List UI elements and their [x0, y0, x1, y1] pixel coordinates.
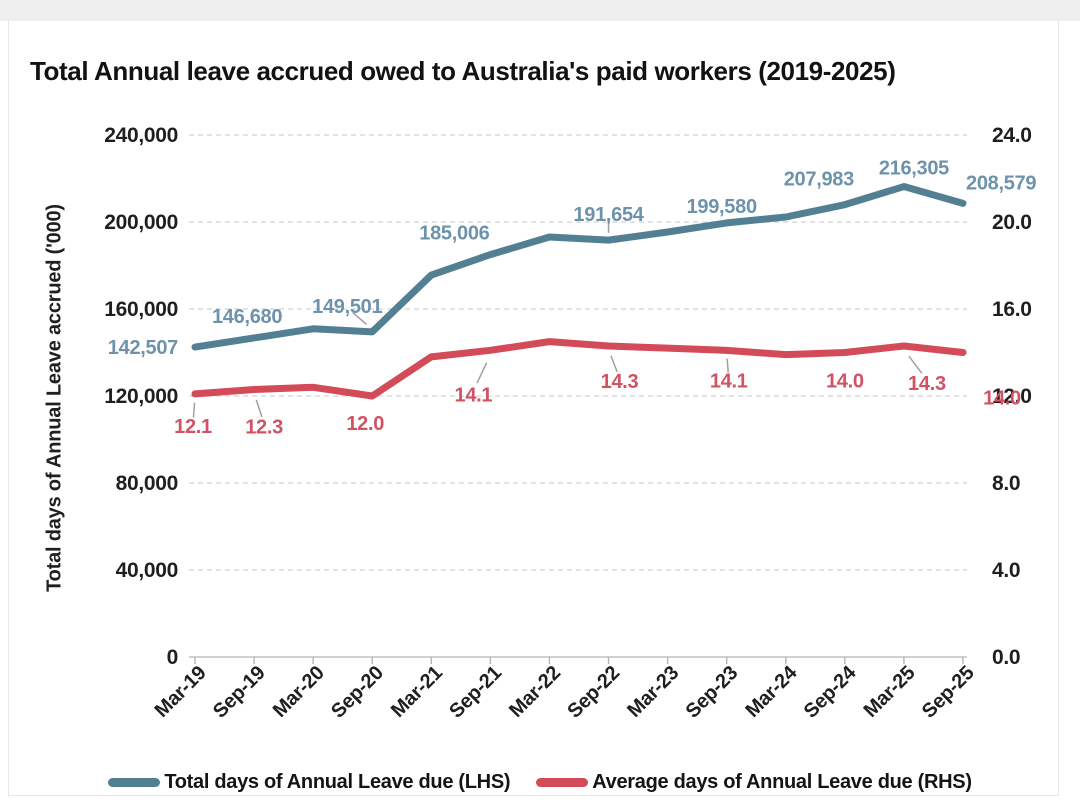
x-axis-category-label: Sep-24 [800, 661, 861, 722]
data-label-average: 14.0 [826, 371, 864, 393]
x-axis-category-label: Sep-22 [563, 662, 624, 723]
left-axis-tick-label: 200,000 [104, 211, 178, 234]
page-frame [8, 21, 1059, 796]
chart-title: Total Annual leave accrued owed to Austr… [30, 56, 896, 87]
data-label-total: 142,507 [108, 337, 178, 359]
data-label-leader [726, 358, 729, 373]
right-axis-tick-label: 16.0 [992, 298, 1032, 321]
data-label-total: 216,305 [879, 158, 949, 180]
legend-item-total-days: Total days of Annual Leave due (LHS) [108, 770, 511, 794]
right-axis-tick-label: 0.0 [992, 646, 1020, 669]
data-label-total: 149,501 [312, 296, 382, 318]
x-axis-category-label: Mar-21 [387, 662, 447, 722]
left-axis-tick-label: 40,000 [116, 559, 178, 582]
data-label-average: 14.0 [983, 388, 1021, 410]
chart-legend: Total days of Annual Leave due (LHS) Ave… [0, 765, 1080, 799]
x-axis-category-label: Sep-19 [209, 662, 270, 723]
window-top-strip [0, 0, 1080, 21]
data-label-average: 12.1 [174, 416, 212, 438]
left-axis-tick-label: 80,000 [116, 472, 178, 495]
legend-label-average-days: Average days of Annual Leave due (RHS) [592, 770, 972, 793]
data-label-total: 146,680 [212, 306, 282, 328]
x-axis-category-label: Sep-25 [918, 662, 979, 723]
x-axis-category-label: Mar-24 [741, 661, 802, 722]
data-label-average: 14.1 [710, 370, 748, 392]
x-axis-category-label: Mar-22 [505, 662, 565, 722]
x-axis-category-label: Mar-23 [623, 662, 683, 722]
data-label-average: 14.3 [908, 373, 946, 395]
legend-swatch-total-days [108, 777, 161, 787]
data-label-average: 12.3 [245, 416, 283, 438]
legend-item-average-days: Average days of Annual Leave due (RHS) [536, 770, 972, 794]
x-axis-category-label: Mar-19 [151, 662, 211, 722]
data-label-leader [192, 402, 196, 418]
right-axis-tick-label: 4.0 [992, 559, 1020, 582]
right-axis-tick-label: 8.0 [992, 472, 1020, 495]
x-axis-category-label: Sep-21 [445, 662, 506, 723]
left-axis-tick-label: 0 [167, 646, 178, 669]
left-axis-tick-label: 240,000 [104, 124, 178, 147]
data-label-leader [476, 362, 488, 384]
data-label-total: 207,983 [784, 169, 854, 191]
data-label-average: 14.3 [601, 371, 639, 393]
right-axis-tick-label: 20.0 [992, 211, 1032, 234]
x-axis-category-label: Mar-25 [860, 662, 920, 722]
right-axis-tick-label: 12.0 [992, 385, 1032, 408]
series-line-average [191, 338, 967, 400]
data-label-total: 208,579 [966, 172, 1036, 194]
data-label-average: 12.0 [346, 413, 384, 435]
data-label-total: 191,654 [573, 204, 644, 226]
x-axis-category-label: Sep-23 [682, 662, 743, 723]
legend-swatch-average-days [536, 777, 589, 787]
series-line-total [191, 183, 967, 351]
data-label-leader [610, 355, 618, 373]
right-axis-tick-label: 24.0 [992, 124, 1032, 147]
left-axis-tick-label: 160,000 [104, 298, 178, 321]
x-axis-category-label: Mar-20 [269, 662, 329, 722]
data-label-leader [255, 399, 263, 418]
legend-label-total-days: Total days of Annual Leave due (LHS) [164, 770, 511, 793]
data-label-leader [352, 312, 368, 326]
data-label-total: 199,580 [687, 196, 757, 218]
data-label-average: 14.1 [455, 384, 493, 406]
x-axis-category-label: Sep-20 [327, 662, 388, 723]
left-axis-tick-label: 120,000 [104, 385, 178, 408]
data-label-leader [908, 355, 923, 374]
data-label-total: 185,006 [419, 223, 489, 245]
